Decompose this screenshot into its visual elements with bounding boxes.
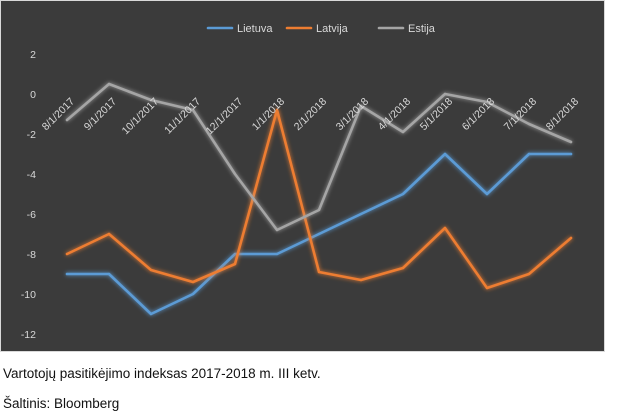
chart-panel: Lietuva Latvija Estija 2 0 -2 -4 -6 -8 -10 -12 8/… <box>0 0 605 352</box>
y-tick-label: -10 <box>21 289 36 301</box>
data-point-estija <box>317 208 321 212</box>
x-tick-label: 2/1/2018 <box>292 96 329 133</box>
data-point-lietuva <box>107 272 111 276</box>
y-tick-label: -6 <box>27 209 36 221</box>
x-tick-label: 8/1/2018 <box>544 96 581 133</box>
x-tick-label: 8/1/2017 <box>40 96 77 133</box>
data-point-estija <box>401 130 405 134</box>
data-point-lietuva <box>443 152 447 156</box>
data-point-lietuva <box>569 152 573 156</box>
data-point-estija <box>107 82 111 86</box>
data-point-latvija <box>485 286 489 290</box>
data-point-latvija <box>107 232 111 236</box>
y-tick-label: -12 <box>21 329 36 341</box>
data-point-lietuva <box>233 252 237 256</box>
data-point-lietuva <box>65 272 69 276</box>
y-axis: 2 0 -2 -4 -6 -8 -10 -12 <box>21 49 36 341</box>
x-tick-label: 10/1/2017 <box>120 96 162 138</box>
figure-caption: Vartotojų pasitikėjimo indeksas 2017-201… <box>3 366 321 381</box>
source-caption: Šaltinis: Bloomberg <box>3 396 120 411</box>
data-point-lietuva <box>191 292 195 296</box>
legend-label-latvija: Latvija <box>316 23 349 35</box>
data-point-latvija <box>149 268 153 272</box>
data-point-latvija <box>65 252 69 256</box>
data-point-estija <box>569 140 573 144</box>
data-point-latvija <box>233 262 237 266</box>
x-axis: 8/1/2017 9/1/2017 10/1/2017 11/1/2017 12/1/2… <box>40 96 581 138</box>
data-point-estija <box>527 122 531 126</box>
y-tick-label: -8 <box>27 249 36 261</box>
data-point-latvija <box>191 280 195 284</box>
data-point-estija <box>233 172 237 176</box>
data-point-lietuva <box>401 192 405 196</box>
chart-legend: Lietuva Latvija Estija <box>206 23 436 35</box>
data-point-estija <box>443 92 447 96</box>
series-line-latvija <box>65 108 573 290</box>
x-tick-label: 7/1/2018 <box>502 96 539 133</box>
series-layer <box>65 82 573 316</box>
data-point-latvija <box>317 270 321 274</box>
data-point-estija <box>149 98 153 102</box>
data-point-estija <box>65 118 69 122</box>
data-point-estija <box>359 104 363 108</box>
data-point-latvija <box>401 266 405 270</box>
data-point-estija <box>191 108 195 112</box>
y-tick-label: -4 <box>27 169 36 181</box>
data-point-lietuva <box>485 192 489 196</box>
y-tick-label: 0 <box>30 89 36 101</box>
data-point-lietuva <box>359 212 363 216</box>
data-point-latvija <box>527 272 531 276</box>
data-point-lietuva <box>317 232 321 236</box>
legend-label-lietuva: Lietuva <box>237 23 273 35</box>
line-chart: Lietuva Latvija Estija 2 0 -2 -4 -6 -8 -10 -12 8/… <box>21 23 581 341</box>
y-tick-label: 2 <box>30 49 36 61</box>
data-point-latvija <box>569 236 573 240</box>
data-point-lietuva <box>149 312 153 316</box>
y-tick-label: -2 <box>27 129 36 141</box>
legend-label-estija: Estija <box>408 23 436 35</box>
data-point-latvija <box>443 226 447 230</box>
data-point-estija <box>485 100 489 104</box>
data-point-latvija <box>359 278 363 282</box>
data-point-lietuva <box>527 152 531 156</box>
data-point-estija <box>275 228 279 232</box>
x-tick-label: 12/1/2017 <box>204 96 246 138</box>
data-point-lietuva <box>275 252 279 256</box>
data-point-latvija <box>275 108 279 112</box>
